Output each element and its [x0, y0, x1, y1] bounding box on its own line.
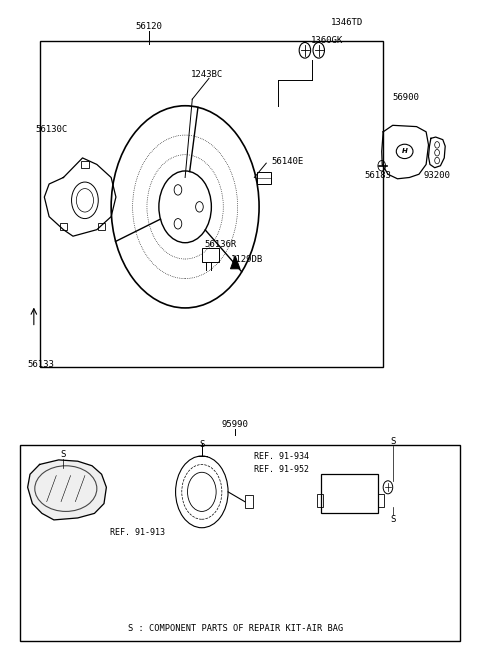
Text: 56140E: 56140E: [271, 157, 303, 166]
Text: 1360GK: 1360GK: [311, 36, 343, 45]
Text: 1129DB: 1129DB: [230, 255, 263, 263]
Bar: [245, 495, 253, 508]
Text: REF. 91-952: REF. 91-952: [254, 464, 309, 474]
Ellipse shape: [35, 466, 97, 512]
Polygon shape: [230, 255, 240, 269]
Bar: [39, 41, 383, 367]
Bar: [81, 161, 89, 168]
Text: 56120: 56120: [136, 22, 163, 31]
Text: S: S: [390, 437, 396, 446]
Text: 56130C: 56130C: [36, 125, 68, 134]
Bar: [257, 172, 271, 184]
Circle shape: [196, 202, 203, 212]
Text: 1346TD: 1346TD: [331, 18, 363, 27]
Text: 56900: 56900: [393, 94, 420, 102]
Text: 93200: 93200: [423, 171, 450, 180]
Bar: [98, 223, 106, 230]
Circle shape: [174, 185, 182, 195]
Circle shape: [174, 219, 182, 229]
Text: REF. 91-913: REF. 91-913: [110, 529, 165, 538]
Text: 56136R: 56136R: [204, 240, 237, 248]
Text: S: S: [390, 515, 396, 525]
Bar: [317, 494, 323, 507]
Text: S: S: [199, 440, 204, 449]
Bar: [21, 445, 459, 641]
Text: 95990: 95990: [222, 420, 249, 428]
Text: 56133: 56133: [27, 360, 54, 369]
Polygon shape: [28, 460, 107, 520]
Text: H: H: [402, 149, 408, 155]
Bar: [202, 248, 218, 262]
Bar: [60, 223, 67, 230]
Bar: [321, 474, 378, 514]
Text: S: S: [61, 450, 66, 459]
Bar: [378, 494, 384, 507]
Text: S : COMPONENT PARTS OF REPAIR KIT-AIR BAG: S : COMPONENT PARTS OF REPAIR KIT-AIR BA…: [128, 624, 343, 633]
Text: REF. 91-934: REF. 91-934: [254, 452, 309, 461]
Text: 56183: 56183: [364, 171, 391, 180]
Text: 1243BC: 1243BC: [191, 70, 223, 79]
